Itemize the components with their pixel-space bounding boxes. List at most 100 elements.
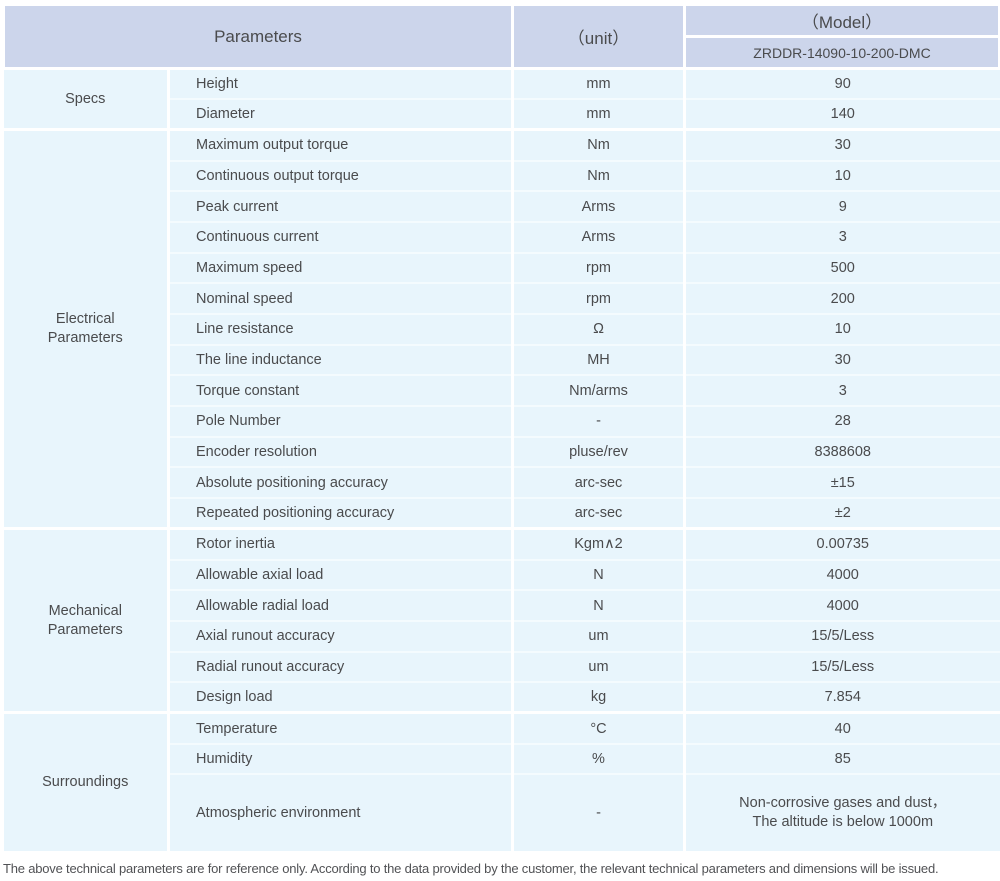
param-name-cell: Design load (167, 681, 513, 713)
table-row: Pole Number - 28 (4, 405, 1000, 437)
table-row: Radial runout accuracy um 15/5/Less (4, 650, 1000, 683)
unit-cell: pluse/rev (511, 435, 685, 468)
table-row: Line resistance Ω 10 (4, 313, 1000, 345)
param-name-cell: Allowable axial load (167, 558, 513, 591)
unit-cell: Arms (511, 190, 685, 222)
param-name-cell: Torque constant (167, 374, 513, 407)
table-row: Specs Height mm 90 (3, 66, 1000, 130)
param-name-cell: Rotor inertia (167, 527, 513, 560)
table-row: Allowable radial load N 4000 (4, 589, 1000, 621)
param-name-cell: Allowable radial load (167, 589, 513, 621)
value-cell: 85 (683, 742, 1000, 775)
value-cell: 140 (683, 98, 1000, 130)
value-cell: 28 (683, 405, 1000, 437)
unit-cell: - (511, 773, 685, 852)
param-name-cell: Atmospheric environment (167, 773, 513, 852)
value-cell: 15/5/Less (683, 650, 1000, 683)
value-cell: 500 (683, 251, 1000, 284)
unit-cell: Nm (511, 128, 685, 161)
param-name-cell: Maximum output torque (167, 128, 513, 161)
param-name-cell: Height (167, 67, 513, 100)
param-name-cell: Line resistance (167, 313, 513, 345)
table-row: Surroundings Temperature °C 40 (3, 711, 1000, 852)
unit-cell: N (511, 589, 685, 621)
table-row: Absolute positioning accuracy arc-sec ±1… (4, 466, 1000, 499)
param-name-cell: Encoder resolution (167, 435, 513, 468)
value-cell: 0.00735 (683, 527, 1000, 560)
table-row: Repeated positioning accuracy arc-sec ±2 (4, 497, 1000, 529)
param-name-cell: Temperature (167, 711, 513, 744)
value-cell: Non-corrosive gases and dust， The altitu… (683, 773, 1000, 852)
param-name-cell: Absolute positioning accuracy (167, 466, 513, 499)
section-label-mechanical: Mechanical Parameters (3, 527, 169, 713)
table-row: Torque constant Nm/arms 3 (4, 374, 1000, 407)
value-cell: 15/5/Less (683, 619, 1000, 652)
unit-cell: rpm (511, 251, 685, 284)
table-row: Diameter mm 140 (4, 98, 1000, 130)
unit-cell: °C (511, 711, 685, 744)
footer-note: The above technical parameters are for r… (3, 861, 939, 877)
header-row: Parameters （unit） （Model） (2, 3, 1000, 70)
param-name-cell: Diameter (167, 98, 513, 130)
param-name-cell: Axial runout accuracy (167, 619, 513, 652)
unit-cell: N (511, 558, 685, 591)
section-label-surroundings: Surroundings (3, 711, 169, 852)
value-cell: 90 (683, 67, 1000, 100)
value-cell: 40 (683, 711, 1000, 744)
param-name-cell: Maximum speed (167, 251, 513, 284)
unit-cell: - (511, 405, 685, 437)
param-name-cell: The line inductance (167, 343, 513, 376)
value-cell: 4000 (683, 558, 1000, 591)
unit-cell: Nm (511, 159, 685, 192)
unit-cell: Nm/arms (511, 374, 685, 407)
param-name-cell: Peak current (167, 190, 513, 222)
header-model-row: ZRDDR-14090-10-200-DMC (4, 35, 1000, 70)
spec-table: Parameters （unit） （Model） ZRDDR-14090-10… (2, 3, 1000, 852)
unit-cell: arc-sec (511, 497, 685, 529)
param-name-cell: Humidity (167, 742, 513, 775)
value-cell: 3 (683, 374, 1000, 407)
section-label-electrical: Electrical Parameters (3, 128, 169, 529)
table-row: Peak current Arms 9 (4, 190, 1000, 222)
table-row: Atmospheric environment - Non-corrosive … (4, 773, 1000, 852)
table-row: Allowable axial load N 4000 (4, 558, 1000, 591)
value-cell: 200 (683, 282, 1000, 314)
table-row: Maximum speed rpm 500 (4, 251, 1000, 284)
table-row: Electrical Parameters Maximum output tor… (3, 128, 1000, 529)
parameters-header: Parameters (2, 3, 514, 70)
table-row: The line inductance MH 30 (4, 343, 1000, 376)
table-row: Mechanical Parameters Rotor inertia Kgm∧… (3, 527, 1000, 713)
param-name-cell: Radial runout accuracy (167, 650, 513, 683)
value-cell: 30 (683, 128, 1000, 161)
unit-cell: mm (511, 67, 685, 100)
param-name-cell: Continuous current (167, 220, 513, 253)
param-name-cell: Continuous output torque (167, 159, 513, 192)
value-line-1: Non-corrosive gases and dust， (739, 795, 947, 812)
unit-header: （unit） (511, 3, 686, 70)
table-row: Design load kg 7.854 (4, 681, 1000, 713)
param-name-cell: Repeated positioning accuracy (167, 497, 513, 529)
table-row: Encoder resolution pluse/rev 8388608 (4, 435, 1000, 468)
value-line-2: The altitude is below 1000m (752, 814, 934, 831)
value-cell: 30 (683, 343, 1000, 376)
section-label-specs: Specs (3, 66, 169, 130)
value-cell: 7.854 (683, 681, 1000, 713)
table-row: Nominal speed rpm 200 (4, 282, 1000, 314)
model-value: ZRDDR-14090-10-200-DMC (683, 35, 1000, 70)
unit-cell: Arms (511, 220, 685, 253)
unit-cell: % (511, 742, 685, 775)
value-cell: 8388608 (683, 435, 1000, 468)
unit-cell: MH (511, 343, 685, 376)
table-row: Continuous current Arms 3 (4, 220, 1000, 253)
unit-cell: arc-sec (511, 466, 685, 499)
value-cell: 9 (683, 190, 1000, 222)
value-cell: ±2 (683, 497, 1000, 529)
model-header: （Model） (683, 3, 1000, 38)
value-cell: 4000 (683, 589, 1000, 621)
unit-cell: rpm (511, 282, 685, 314)
unit-cell: Ω (511, 313, 685, 345)
unit-cell: um (511, 650, 685, 683)
value-cell: 3 (683, 220, 1000, 253)
value-cell: 10 (683, 159, 1000, 192)
